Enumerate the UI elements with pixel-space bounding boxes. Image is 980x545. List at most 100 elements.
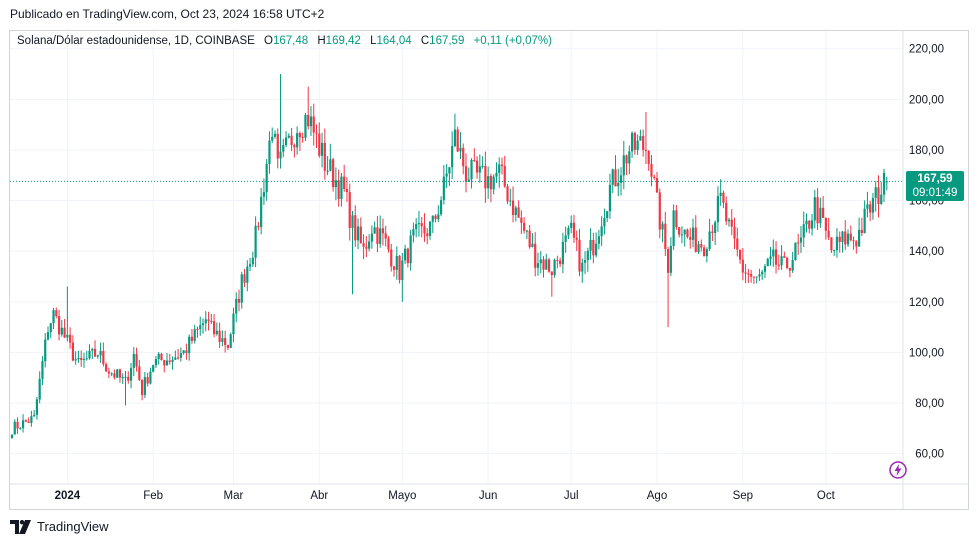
candle <box>628 145 631 175</box>
flash-icon[interactable] <box>888 460 908 480</box>
candle <box>453 113 457 148</box>
candle <box>816 188 819 231</box>
candle <box>478 154 481 183</box>
candle <box>384 225 387 247</box>
candle <box>802 211 805 248</box>
candle <box>559 257 562 268</box>
candle <box>619 167 623 196</box>
candle <box>293 143 296 158</box>
symbol-legend[interactable]: Solana/Dólar estadounidense, 1D, COINBAS… <box>17 35 558 47</box>
last-price-label: 167,59 09:01:49 <box>906 171 964 201</box>
candle <box>747 268 750 283</box>
candle <box>157 352 160 365</box>
candle <box>107 367 110 378</box>
candle <box>240 271 243 309</box>
x-tick-label: Ago <box>647 490 667 502</box>
brand[interactable]: TradingView <box>10 519 109 534</box>
candle <box>647 150 650 171</box>
candle <box>152 364 155 373</box>
candle <box>506 183 509 205</box>
candle <box>290 127 293 152</box>
candle <box>182 350 185 355</box>
candle <box>772 239 775 267</box>
candle <box>556 255 559 269</box>
candle <box>880 182 883 205</box>
candle <box>716 186 720 232</box>
candle <box>808 219 811 234</box>
candle <box>332 157 335 192</box>
open-label: O <box>264 35 273 47</box>
candle <box>44 333 47 368</box>
candle <box>368 234 371 252</box>
candle <box>251 251 254 268</box>
candle <box>329 143 332 172</box>
y-tick-label: 220,00 <box>909 44 944 56</box>
candle <box>691 218 695 248</box>
candle <box>852 236 855 250</box>
x-tick-label: Mar <box>224 490 244 502</box>
candle <box>761 269 764 281</box>
candle <box>514 205 517 222</box>
candle <box>824 217 827 240</box>
candle <box>312 103 315 146</box>
candles <box>10 74 888 439</box>
candle <box>27 417 30 424</box>
candle <box>581 258 584 283</box>
candle <box>714 220 717 245</box>
candle <box>141 379 144 401</box>
candle <box>741 247 744 281</box>
candle <box>597 229 600 250</box>
candle <box>570 215 573 234</box>
candle <box>686 228 689 239</box>
candle <box>509 188 512 207</box>
candle <box>71 335 75 362</box>
candle <box>553 258 556 278</box>
candle <box>578 228 581 277</box>
candle <box>19 427 22 430</box>
candle <box>520 210 523 234</box>
chart-pane[interactable] <box>9 30 969 510</box>
candle <box>661 221 664 243</box>
candle <box>30 410 33 427</box>
candle <box>489 173 493 203</box>
candle <box>783 251 786 259</box>
candle <box>398 254 401 284</box>
candle <box>484 151 487 203</box>
candle <box>63 318 66 339</box>
candle <box>268 131 271 174</box>
candle <box>340 172 343 207</box>
candle <box>448 166 451 186</box>
candle <box>174 350 177 360</box>
candle <box>412 222 415 243</box>
candle <box>835 228 839 258</box>
candle <box>600 216 603 246</box>
candle <box>415 218 418 238</box>
candle <box>392 265 396 277</box>
candle <box>57 309 61 341</box>
candle <box>323 128 326 180</box>
candle <box>315 124 318 149</box>
candle <box>10 434 14 439</box>
candle <box>102 342 105 367</box>
bar-countdown: 09:01:49 <box>912 187 958 199</box>
candle <box>307 86 310 130</box>
candle <box>60 319 63 337</box>
candle <box>572 214 576 243</box>
candle <box>428 220 432 240</box>
candle <box>232 307 235 342</box>
candle <box>642 129 645 157</box>
candle <box>176 348 180 360</box>
candle <box>606 211 609 223</box>
candle <box>874 181 877 212</box>
candle <box>487 166 490 199</box>
y-tick-label: 180,00 <box>909 145 944 157</box>
candle <box>727 217 731 227</box>
candle <box>752 276 756 284</box>
candle <box>758 268 761 281</box>
candle <box>13 419 16 435</box>
candle <box>343 164 346 192</box>
candle <box>841 231 844 253</box>
candle <box>309 106 313 136</box>
candle <box>52 307 55 330</box>
